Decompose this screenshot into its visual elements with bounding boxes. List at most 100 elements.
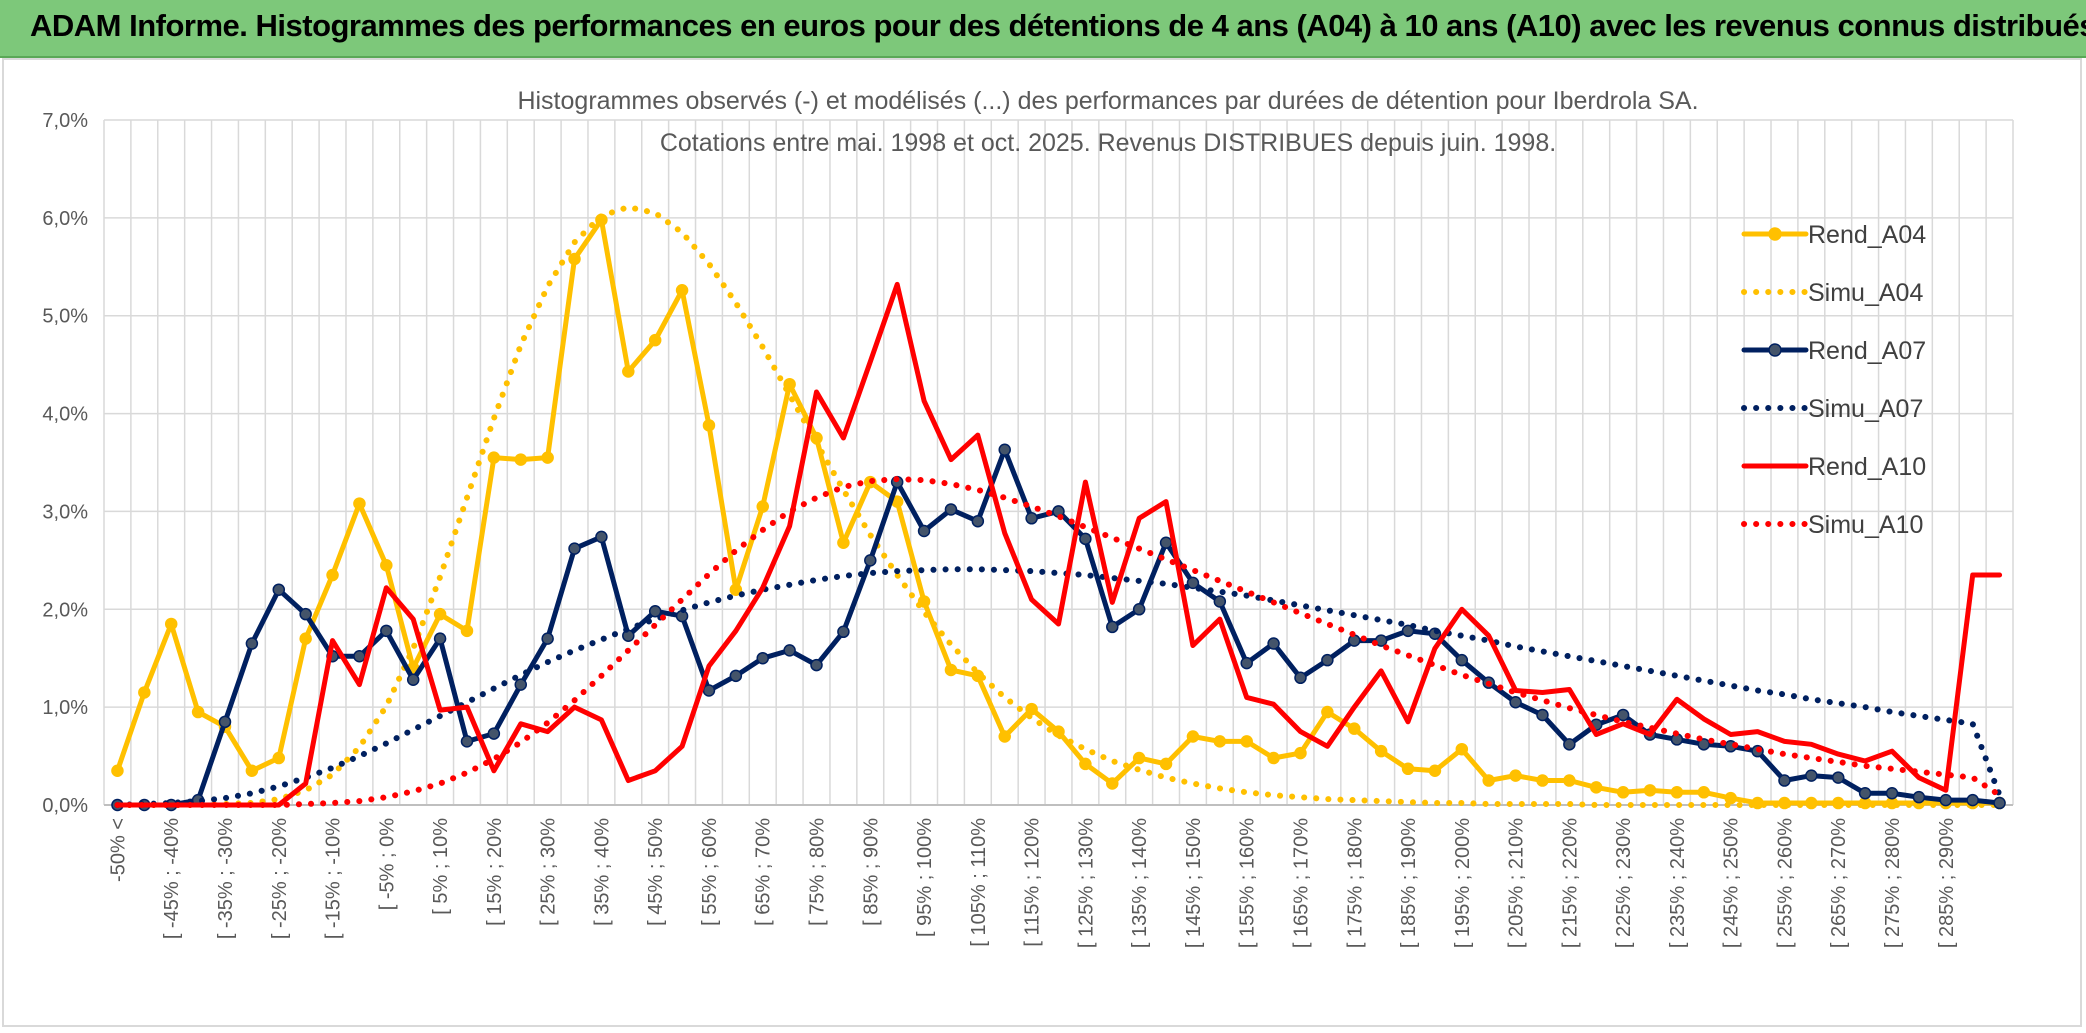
point-rend-a04 — [702, 419, 716, 432]
x-tick-label: [ 165% ; 170% — [1290, 818, 1312, 948]
y-tick-label: 7,0% — [42, 110, 88, 132]
legend-label-rend-a10: Rend_A10 — [1808, 453, 1926, 481]
y-tick-label: 4,0% — [42, 404, 88, 426]
x-tick-label: [ 75% ; 80% — [807, 818, 829, 926]
legend-label-rend-a07: Rend_A07 — [1808, 337, 1926, 365]
point-rend-a04 — [1213, 735, 1227, 748]
x-tick-label: [ 145% ; 150% — [1183, 818, 1205, 948]
legend-label-simu-a04: Simu_A04 — [1808, 279, 1923, 307]
point-rend-a04 — [1374, 744, 1388, 758]
series-line-rend-a10 — [114, 281, 2003, 808]
x-tick-label: [ 155% ; 160% — [1237, 818, 1259, 948]
point-rend-a04 — [675, 284, 689, 297]
point-rend-a07 — [1455, 653, 1469, 667]
point-rend-a07 — [1509, 696, 1522, 709]
point-rend-a04 — [1079, 757, 1092, 771]
point-rend-a07 — [1697, 738, 1711, 751]
x-tick-label: [ 175% ; 180% — [1344, 818, 1366, 948]
point-rend-a04 — [1294, 746, 1307, 760]
x-tick-label: [ 115% ; 120% — [1022, 818, 1044, 947]
x-tick-label: -50% < — [107, 818, 129, 882]
point-rend-a07 — [756, 651, 769, 665]
point-rend-a07 — [1885, 787, 1899, 800]
point-rend-a04 — [460, 624, 474, 638]
point-rend-a07 — [595, 530, 608, 544]
point-rend-a04 — [1159, 757, 1173, 771]
x-tick-label: [ 195% ; 200% — [1452, 818, 1474, 948]
point-rend-a07 — [810, 658, 823, 672]
point-rend-a04 — [541, 451, 554, 464]
series-line-simu-a07 — [114, 566, 2003, 808]
point-rend-a04 — [1616, 786, 1630, 799]
y-tick-label: 3,0% — [42, 501, 88, 523]
point-rend-a04 — [326, 568, 339, 582]
x-tick-label: [ 135% ; 140% — [1129, 818, 1151, 948]
x-tick-label: [ 55% ; 60% — [699, 818, 721, 926]
point-rend-a04 — [1482, 774, 1495, 787]
point-rend-a07 — [1912, 790, 1926, 804]
point-rend-a04 — [1401, 762, 1415, 776]
point-rend-a07 — [837, 625, 850, 639]
point-rend-a07 — [1858, 787, 1872, 800]
point-rend-a07 — [1966, 793, 1979, 807]
point-rend-a07 — [1240, 656, 1253, 670]
chart-frame — [2, 58, 2082, 1027]
point-rend-a04 — [353, 497, 366, 510]
x-tick-label: [ 125% ; 130% — [1075, 818, 1097, 948]
banner-title: ADAM Informe. Histogrammes des performan… — [30, 8, 2086, 43]
x-tick-label: [ -35% ; -30% — [215, 818, 237, 939]
point-rend-a07 — [1348, 634, 1361, 647]
x-tick-label: [ 5% ; 10% — [430, 818, 452, 915]
point-rend-a07 — [1536, 708, 1549, 722]
y-tick-label: 5,0% — [42, 306, 88, 328]
legend-marker-rend-a07 — [1768, 343, 1782, 357]
point-rend-a07 — [1079, 532, 1092, 546]
point-rend-a04 — [245, 764, 259, 777]
point-rend-a07 — [433, 632, 447, 645]
point-rend-a07 — [514, 678, 528, 691]
point-rend-a07 — [1563, 738, 1576, 751]
x-tick-label: [ 205% ; 210% — [1506, 818, 1528, 948]
point-rend-a04 — [648, 333, 662, 347]
point-rend-a07 — [1132, 603, 1146, 616]
legend-label-simu-a07: Simu_A07 — [1808, 395, 1923, 423]
point-rend-a04 — [191, 705, 205, 719]
header-banner: ADAM Informe. Histogrammes des performan… — [0, 0, 2086, 58]
point-rend-a07 — [541, 632, 554, 645]
series-line-simu-a10 — [114, 476, 2003, 808]
point-rend-a04 — [1186, 730, 1200, 743]
x-tick-label: [ 85% ; 90% — [860, 818, 882, 926]
point-rend-a04 — [1643, 784, 1657, 797]
point-rend-a07 — [1213, 595, 1227, 608]
point-rend-a04 — [514, 453, 528, 466]
point-rend-a07 — [487, 727, 501, 740]
point-rend-a07 — [702, 684, 716, 697]
x-tick-label: [ 255% ; 260% — [1774, 818, 1796, 948]
point-rend-a07 — [218, 715, 232, 729]
point-rend-a04 — [433, 607, 447, 621]
x-tick-label: [ -15% ; -10% — [323, 818, 345, 939]
x-tick-label: [ 265% ; 270% — [1828, 818, 1850, 948]
point-rend-a07 — [1939, 793, 1953, 807]
x-tick-label: [ 35% ; 40% — [591, 818, 613, 926]
point-rend-a04 — [1589, 781, 1603, 794]
x-tick-label: [ -5% ; 0% — [376, 818, 398, 910]
legend: Rend_A04 Simu_A04 Rend_A07 Simu_A07 Rend_A10… — [1741, 221, 1926, 539]
point-rend-a07 — [864, 554, 877, 567]
y-tick-label: 2,0% — [42, 599, 88, 621]
x-tick-label: [ -25% ; -20% — [269, 818, 291, 939]
x-tick-label: [ 215% ; 220% — [1559, 818, 1581, 948]
point-rend-a07 — [299, 607, 312, 621]
point-rend-a07 — [1267, 637, 1280, 650]
point-rend-a04 — [1240, 735, 1253, 748]
point-rend-a04 — [272, 751, 286, 765]
point-rend-a07 — [1616, 708, 1630, 722]
point-rend-a04 — [299, 632, 312, 645]
point-rend-a07 — [272, 583, 286, 596]
series-layer — [111, 204, 2006, 812]
x-tick-label: [ 25% ; 30% — [538, 818, 560, 926]
point-rend-a07 — [1321, 653, 1334, 667]
legend-label-rend-a04: Rend_A04 — [1808, 221, 1926, 249]
point-rend-a07 — [1831, 771, 1845, 784]
